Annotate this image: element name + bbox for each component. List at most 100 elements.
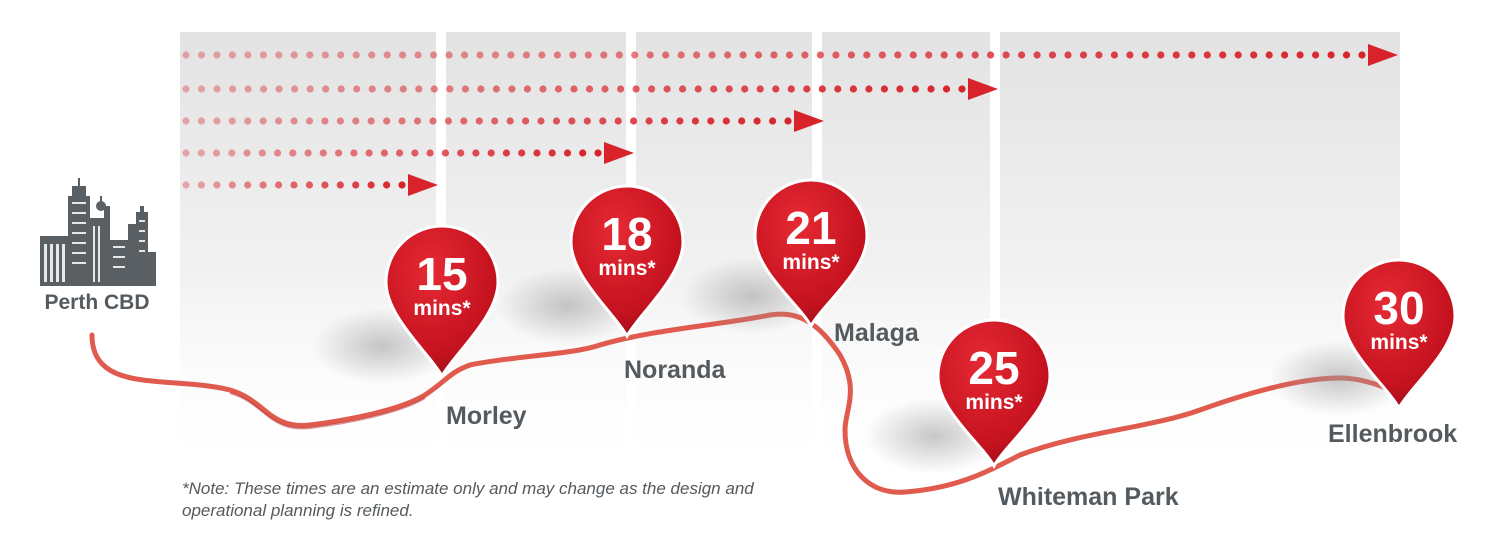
travel-time-unit: mins* <box>782 251 840 274</box>
arrow-dot <box>648 85 656 93</box>
arrow-dot <box>441 149 449 157</box>
arrow-dot <box>770 51 778 59</box>
arrow-dot <box>322 85 330 93</box>
arrow-dot <box>617 85 625 93</box>
arrow-dot <box>1265 51 1273 59</box>
arrow-dot <box>1018 51 1026 59</box>
arrow-dot <box>306 51 314 59</box>
arrow-dot <box>584 51 592 59</box>
arrow-dot <box>784 117 792 125</box>
arrow-dot <box>570 85 578 93</box>
arrow-dot <box>710 85 718 93</box>
arrow-dot <box>460 117 468 125</box>
arrow-dot <box>739 51 747 59</box>
arrow-dot <box>492 85 500 93</box>
dotted-arrow-3 <box>182 110 824 132</box>
arrow-dot <box>290 117 298 125</box>
arrow-dot <box>430 51 438 59</box>
arrow-dot <box>725 85 733 93</box>
arrow-dot <box>865 85 873 93</box>
arrow-dot <box>722 117 730 125</box>
arrow-dot <box>738 117 746 125</box>
arrow-dot <box>741 85 749 93</box>
arrow-dot <box>880 85 889 93</box>
arrow-dot <box>399 51 407 59</box>
arrow-dot <box>306 85 314 93</box>
arrow-dot <box>396 149 404 157</box>
arrow-dot <box>335 149 343 157</box>
station-label-ellenbrook: Ellenbrook <box>1328 420 1457 448</box>
arrow-dot <box>1358 51 1366 59</box>
arrow-dot <box>707 117 715 125</box>
arrow-dot <box>228 181 236 189</box>
arrow-dot <box>182 149 190 157</box>
origin-label: Perth CBD <box>44 291 149 314</box>
arrow-dot <box>429 117 437 125</box>
travel-time-unit: mins* <box>413 297 471 320</box>
travel-time-unit: mins* <box>1370 331 1428 354</box>
arrow-dot <box>305 181 313 189</box>
arrow-dot <box>365 149 373 157</box>
arrow-dot <box>487 149 495 157</box>
arrow-dot <box>958 85 966 93</box>
arrow-dot <box>583 117 591 125</box>
arrow-dot <box>552 117 561 125</box>
arrow-dot <box>352 117 360 125</box>
arrow-dot <box>383 117 391 125</box>
arrow-dot <box>878 51 886 59</box>
arrow-dot <box>896 85 904 93</box>
arrow-dot <box>507 51 515 59</box>
arrow-dot <box>476 51 484 59</box>
arrow-dot <box>414 51 422 59</box>
arrow-dot <box>1234 51 1242 59</box>
arrow-dot <box>457 149 465 157</box>
station-label-noranda: Noranda <box>624 356 727 384</box>
arrow-dot <box>832 51 840 59</box>
arrow-dot <box>911 85 920 93</box>
arrow-dot <box>244 181 252 189</box>
arrow-dot <box>539 85 547 93</box>
arrow-dot <box>772 85 780 93</box>
arrow-dot <box>662 51 670 59</box>
arrow-dot <box>290 181 298 189</box>
arrow-dot <box>1281 51 1289 59</box>
dotted-arrow-1 <box>182 44 1398 66</box>
city-skyline-icon <box>40 178 156 286</box>
arrow-dot <box>600 51 608 59</box>
arrow-dot <box>645 117 653 125</box>
arrow-dot <box>1219 51 1227 59</box>
dotted-arrow-5 <box>182 174 438 196</box>
arrow-dot <box>472 149 480 157</box>
arrow-dot <box>368 85 376 93</box>
arrow-dot <box>894 51 902 59</box>
arrow-dot <box>502 149 510 157</box>
arrow-dot <box>289 149 297 157</box>
arrow-dot <box>756 85 764 93</box>
arrow-dot <box>677 51 685 59</box>
arrow-dot <box>724 51 732 59</box>
arrow-dot <box>321 117 329 125</box>
arrow-dot <box>275 51 283 59</box>
travel-time-value: 25 <box>968 342 1019 394</box>
dotted-arrow-2 <box>182 78 998 100</box>
arrow-dot <box>1157 51 1165 59</box>
pin-marker-icon <box>1341 258 1457 412</box>
arrow-dot <box>244 85 252 93</box>
arrow-dot <box>430 85 438 93</box>
arrow-dot <box>352 181 360 189</box>
arrow-dot <box>228 117 236 125</box>
arrow-dot <box>244 51 252 59</box>
arrow-dot <box>631 51 639 59</box>
arrow-dot <box>585 85 594 93</box>
arrow-dot <box>1064 51 1072 59</box>
arrow-dot <box>1002 51 1010 59</box>
arrow-dot <box>399 85 407 93</box>
arrow-dot <box>847 51 856 59</box>
arrow-dot <box>350 149 358 157</box>
arrow-dot <box>475 117 483 125</box>
travel-time-value: 18 <box>601 208 652 260</box>
